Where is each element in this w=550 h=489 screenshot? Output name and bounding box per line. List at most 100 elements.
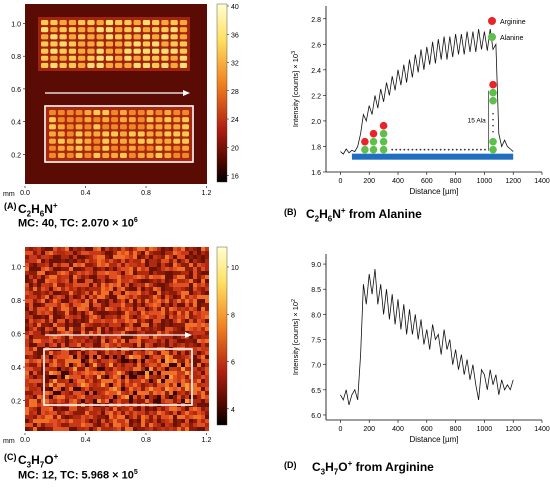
heatmap-pixel	[41, 331, 45, 335]
heatmap-cell	[96, 20, 104, 26]
heatmap-pixel	[61, 383, 65, 387]
heatmap-pixel	[81, 363, 85, 367]
heatmap-pixel	[89, 351, 93, 355]
heatmap-pixel	[45, 255, 49, 259]
heatmap-pixel	[121, 315, 125, 319]
heatmap-pixel	[153, 359, 157, 363]
heatmap-cell	[133, 48, 141, 54]
x-tick-label: 0.4	[81, 190, 91, 197]
heatmap-pixel	[205, 319, 209, 323]
heatmap-pixel	[157, 355, 161, 359]
heatmap-pixel	[189, 287, 193, 291]
heatmap-pixel	[85, 279, 89, 283]
heatmap-pixel	[197, 355, 201, 359]
heatmap-pixel	[189, 411, 193, 415]
heatmap-pixel	[145, 411, 149, 415]
heatmap-pixel	[141, 323, 145, 327]
heatmap-pixel	[45, 395, 49, 399]
heatmap-pixel	[205, 307, 209, 311]
heatmap-pixel	[177, 279, 181, 283]
y-tick-label: 9.0	[311, 262, 321, 269]
heatmap-pixel	[117, 307, 121, 311]
heatmap-pixel	[41, 407, 45, 411]
heatmap-pixel	[137, 355, 141, 359]
heatmap-cell	[49, 124, 56, 130]
heatmap-pixel	[157, 427, 161, 431]
heatmap-pixel	[69, 383, 73, 387]
heatmap-pixel	[153, 319, 157, 323]
heatmap-pixel	[169, 351, 173, 355]
heatmap-cell	[179, 48, 188, 54]
heatmap-pixel	[93, 291, 97, 295]
annotation-15-ala: 15 Ala	[468, 118, 486, 125]
heatmap-pixel	[173, 291, 177, 295]
heatmap-pixel	[69, 303, 73, 307]
heatmap-pixel	[93, 299, 97, 303]
heatmap-pixel	[109, 255, 113, 259]
heatmap-pixel	[109, 411, 113, 415]
heatmap-pixel	[165, 323, 169, 327]
heatmap-pixel	[117, 295, 121, 299]
heatmap-pixel	[113, 407, 117, 411]
heatmap-pixel	[121, 263, 125, 267]
heatmap-pixel	[193, 367, 197, 371]
heatmap-pixel	[161, 331, 165, 335]
heatmap-pixel	[177, 339, 181, 343]
heatmap-pixel	[201, 271, 205, 275]
heatmap-pixel	[129, 251, 133, 255]
heatmap-cell	[111, 152, 118, 158]
heatmap-pixel	[105, 299, 109, 303]
heatmap-pixel	[29, 363, 33, 367]
heatmap-pixel	[61, 387, 65, 391]
heatmap-pixel	[105, 399, 109, 403]
heatmap-pixel	[57, 247, 61, 251]
heatmap-pixel	[201, 423, 205, 427]
heatmap-pixel	[93, 275, 97, 279]
heatmap-pixel	[69, 399, 73, 403]
heatmap-pixel	[113, 379, 117, 383]
heatmap-cell	[115, 62, 123, 68]
heatmap-pixel	[25, 303, 29, 307]
heatmap-pixel	[69, 291, 73, 295]
heatmap-pixel	[29, 411, 33, 415]
heatmap-pixel	[65, 319, 69, 323]
heatmap-pixel	[73, 247, 77, 251]
heatmap-pixel	[113, 419, 117, 423]
heatmap-pixel	[117, 263, 121, 267]
heatmap-pixel	[129, 279, 133, 283]
heatmap-pixel	[53, 415, 57, 419]
heatmap-pixel	[93, 323, 97, 327]
heatmap-pixel	[177, 255, 181, 259]
heatmap-pixel	[53, 327, 57, 331]
heatmap-pixel	[61, 363, 65, 367]
heatmap-pixel	[177, 283, 181, 287]
heatmap-pixel	[73, 375, 77, 379]
heatmap-pixel	[133, 271, 137, 275]
heatmap-pixel	[165, 271, 169, 275]
heatmap-pixel	[173, 379, 177, 383]
heatmap-pixel	[153, 267, 157, 271]
heatmap-pixel	[205, 347, 209, 351]
heatmap-pixel	[41, 423, 45, 427]
heatmap-pixel	[41, 367, 45, 371]
heatmap-pixel	[157, 323, 161, 327]
heatmap-pixel	[137, 295, 141, 299]
heatmap-cell	[57, 117, 65, 123]
heatmap-pixel	[69, 371, 73, 375]
heatmap-pixel	[57, 323, 61, 327]
heatmap-pixel	[137, 331, 141, 335]
heatmap-pixel	[189, 371, 193, 375]
heatmap-pixel	[117, 251, 121, 255]
heatmap-pixel	[157, 327, 161, 331]
heatmap-pixel	[137, 427, 141, 431]
heatmap-pixel	[57, 279, 61, 283]
heatmap-pixel	[185, 375, 189, 379]
heatmap-pixel	[189, 327, 193, 331]
heatmap-pixel	[141, 295, 145, 299]
heatmap-pixel	[193, 379, 197, 383]
heatmap-pixel	[137, 379, 141, 383]
heatmap-cell	[49, 152, 56, 158]
heatmap-pixel	[169, 363, 173, 367]
heatmap-pixel	[153, 427, 157, 431]
heatmap-pixel	[61, 299, 65, 303]
